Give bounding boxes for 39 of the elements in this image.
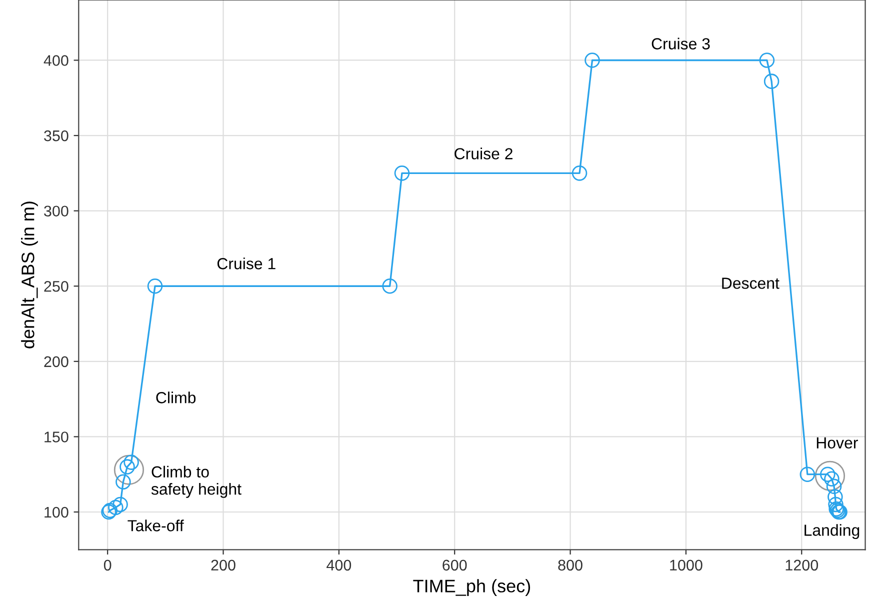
- annotation: Landing: [804, 524, 860, 540]
- point: [394, 166, 410, 181]
- x-tick-label: 800: [558, 560, 582, 571]
- point: [584, 52, 600, 68]
- annotation: Take-off: [128, 520, 184, 532]
- y-tick-label: 150: [44, 432, 68, 442]
- y-tick-label: 350: [44, 130, 68, 142]
- annotation: Climb: [156, 392, 196, 404]
- point: [764, 74, 780, 89]
- point: [382, 278, 398, 294]
- x-tick-label: 200: [211, 560, 236, 571]
- point: [112, 496, 128, 512]
- point: [800, 466, 816, 482]
- x-tick-label: 400: [326, 560, 352, 571]
- y-tick-label: 400: [44, 55, 68, 66]
- point: [828, 496, 844, 512]
- x-tick-label: 600: [442, 560, 467, 571]
- annotation: Climb to safety height: [151, 466, 242, 498]
- y-tick-label: 300: [44, 206, 68, 217]
- y-axis-title: denAlt_ABS (in m): [21, 202, 38, 348]
- x-tick-label: 1000: [670, 560, 702, 571]
- y-tick-label: 250: [44, 280, 68, 292]
- y-tick-label: 200: [44, 356, 68, 368]
- point: [108, 500, 124, 516]
- point: [116, 474, 131, 490]
- annotation: Hover: [816, 437, 858, 449]
- annotation: Cruise 1: [217, 258, 276, 270]
- x-tick-label: 1200: [786, 560, 818, 571]
- point: [759, 52, 775, 68]
- point: [572, 166, 588, 181]
- x-axis-title: TIME_ph (sec): [413, 579, 530, 596]
- point: [147, 278, 163, 294]
- annotation: Cruise 3: [652, 38, 710, 50]
- annotation: Cruise 2: [454, 148, 512, 160]
- x-tick-label: 0: [104, 560, 112, 571]
- annotation: Descent: [722, 278, 780, 289]
- point: [826, 478, 842, 494]
- point: [828, 489, 843, 505]
- y-tick-label: 100: [44, 506, 68, 518]
